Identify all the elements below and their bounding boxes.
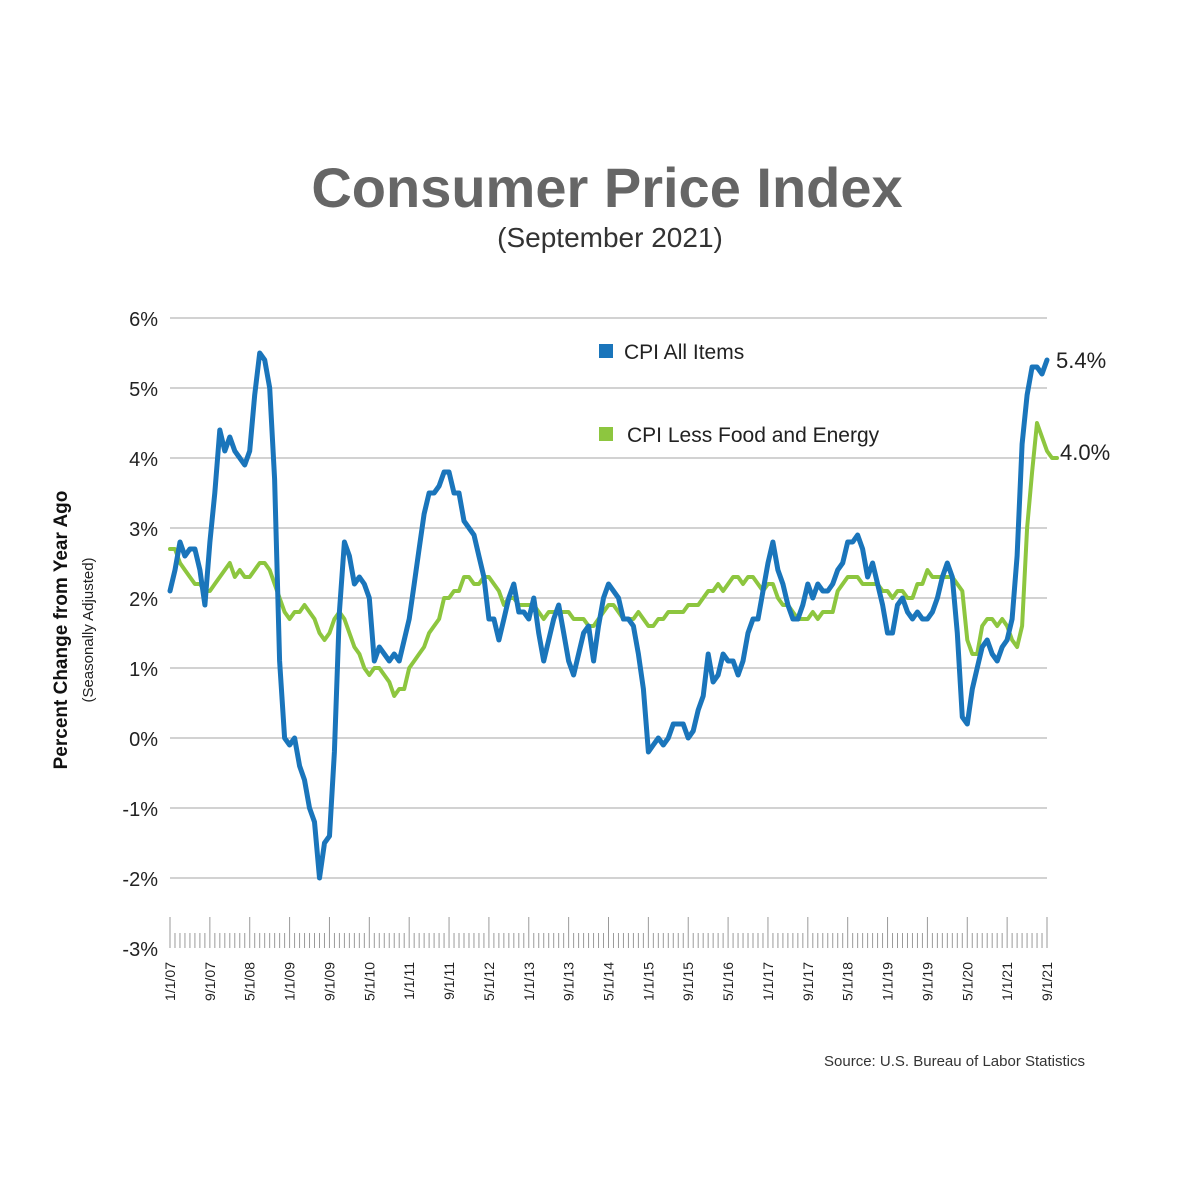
x-tick-label: 9/1/15 bbox=[680, 962, 696, 1001]
y-axis-ticks: 6% 5% 4% 3% 2% 1% 0% -1% -2% -3% bbox=[122, 309, 158, 961]
y-axis-sublabel: (Seasonally Adjusted) bbox=[80, 557, 97, 702]
x-axis: 1/1/07 9/1/07 5/1/08 1/1/09 9/1/09 5/1/10 1/1/… bbox=[162, 917, 1055, 1001]
x-tick-label: 1/1/19 bbox=[880, 962, 896, 1001]
y-tick-label: -2% bbox=[122, 869, 158, 891]
y-tick-label: 0% bbox=[129, 729, 158, 751]
x-tick-label: 9/1/21 bbox=[1039, 962, 1055, 1001]
y-axis-label: Percent Change from Year Ago bbox=[51, 491, 72, 770]
x-tick-label: 5/1/16 bbox=[720, 962, 736, 1001]
x-tick-label: 1/1/07 bbox=[162, 962, 178, 1001]
y-tick-label: 1% bbox=[129, 659, 158, 681]
y-tick-label: -3% bbox=[122, 939, 158, 961]
series-line-cpi-core bbox=[168, 421, 1059, 698]
x-tick-label: 5/1/08 bbox=[242, 962, 258, 1001]
y-axis-title: Percent Change from Year Ago bbox=[51, 491, 72, 770]
series-line-cpi-all-items bbox=[167, 350, 1050, 881]
x-tick-label: 5/1/14 bbox=[601, 962, 617, 1001]
x-tick-label: 9/1/07 bbox=[202, 962, 218, 1001]
legend-swatch-cpi-core bbox=[599, 427, 613, 441]
end-label-cpi-core: 4.0% bbox=[1060, 440, 1110, 465]
x-tick-label: 1/1/15 bbox=[640, 962, 656, 1001]
legend-label-cpi-core: CPI Less Food and Energy bbox=[627, 424, 880, 447]
x-tick-label: 5/1/12 bbox=[481, 962, 497, 1001]
y-tick-label: 3% bbox=[129, 519, 158, 541]
y-tick-label: 6% bbox=[129, 309, 158, 331]
y-tick-label: 5% bbox=[129, 379, 158, 401]
legend: CPI All Items CPI Less Food and Energy bbox=[599, 341, 880, 447]
legend-label-cpi-all-items: CPI All Items bbox=[624, 341, 744, 364]
x-tick-label: 9/1/13 bbox=[561, 962, 577, 1001]
x-tick-label: 1/1/17 bbox=[760, 962, 776, 1001]
x-tick-label: 9/1/17 bbox=[800, 962, 816, 1001]
y-tick-label: 4% bbox=[129, 449, 158, 471]
x-tick-label: 1/1/21 bbox=[999, 962, 1015, 1001]
x-tick-label: 5/1/20 bbox=[959, 962, 975, 1001]
x-tick-label: 9/1/11 bbox=[441, 962, 457, 1000]
chart-title: Consumer Price Index bbox=[311, 156, 902, 219]
x-tick-label: 1/1/11 bbox=[401, 962, 417, 1000]
x-tick-label: 1/1/09 bbox=[282, 962, 298, 1001]
y-axis-subtitle: (Seasonally Adjusted) bbox=[80, 557, 97, 702]
y-tick-label: -1% bbox=[122, 799, 158, 821]
end-label-cpi-all-items: 5.4% bbox=[1056, 348, 1106, 373]
x-tick-label: 1/1/13 bbox=[521, 962, 537, 1001]
legend-swatch-cpi-all-items bbox=[599, 344, 613, 358]
x-tick-label: 9/1/09 bbox=[321, 962, 337, 1001]
gridlines bbox=[170, 317, 1047, 879]
y-tick-label: 2% bbox=[129, 589, 158, 611]
x-tick-label: 5/1/18 bbox=[840, 962, 856, 1001]
source-note: Source: U.S. Bureau of Labor Statistics bbox=[824, 1053, 1085, 1070]
chart-subtitle: (September 2021) bbox=[497, 222, 723, 253]
series-lines bbox=[167, 350, 1059, 881]
x-tick-label: 9/1/19 bbox=[919, 962, 935, 1001]
x-tick-label: 5/1/10 bbox=[361, 962, 377, 1001]
